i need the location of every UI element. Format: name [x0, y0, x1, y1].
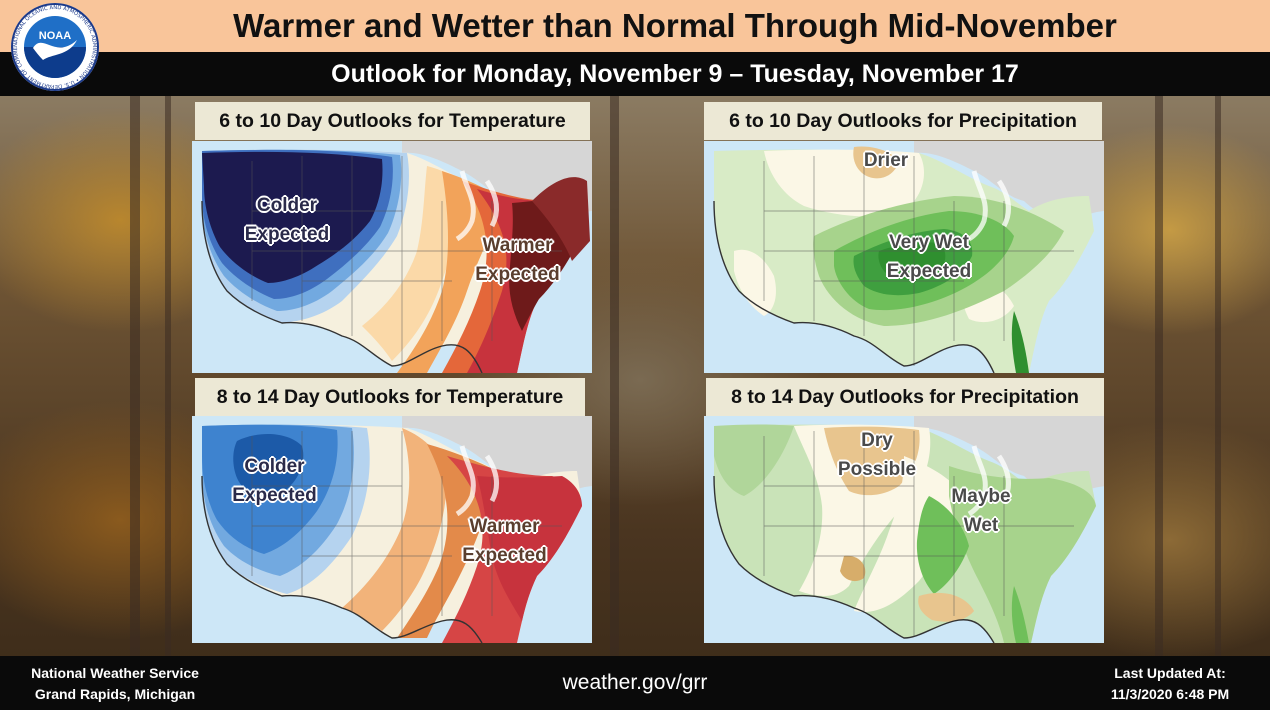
website-link[interactable]: weather.gov/grr	[562, 671, 708, 694]
map-temp-6-10: Colder Expected Warmer Expected	[192, 141, 592, 373]
annotation-warmer: Warmer Expected	[475, 235, 560, 285]
office-name: National Weather Service	[31, 665, 199, 681]
office-location: Grand Rapids, Michigan	[34, 686, 196, 702]
panel-label-temp-8-14: 8 to 14 Day Outlooks for Temperature	[195, 378, 585, 416]
annotation-very-wet: Very Wet Expected	[886, 232, 972, 282]
seagull-icon	[33, 40, 77, 60]
map-precip-6-10: Drier Very Wet Expected	[704, 141, 1104, 373]
page-subtitle: Outlook for Monday, November 9 – Tuesday…	[331, 60, 1019, 88]
map-precip-8-14: Dry Possible Maybe Wet	[704, 416, 1104, 648]
annotation-colder: Colder Expected	[244, 195, 330, 245]
subtitle-bar	[0, 52, 1270, 96]
title-bar	[0, 0, 1270, 52]
tree-trunk	[1155, 96, 1163, 656]
great-lakes	[455, 170, 500, 242]
canada-land	[192, 141, 592, 231]
updated-time: 11/3/2020 6:48 PM	[1110, 686, 1230, 702]
page-title: Warmer and Wetter than Normal Through Mi…	[233, 7, 1117, 44]
map-temp-8-14: Colder Expected Warmer Expected	[192, 416, 592, 648]
annotation-drier: Drier	[863, 150, 909, 171]
tree-trunk	[610, 96, 619, 656]
footer-bar	[0, 656, 1270, 710]
annotation-colder: Colder Expected	[232, 456, 317, 506]
annotation-warmer: Warmer Expected	[462, 516, 547, 566]
office-info: National Weather Service Grand Rapids, M…	[10, 663, 220, 705]
last-updated: Last Updated At: 11/3/2020 6:48 PM	[1080, 663, 1260, 705]
noaa-logo: NATIONAL OCEANIC AND ATMOSPHERIC ADMINIS…	[3, 2, 99, 91]
annotation-dry: Dry Possible	[837, 430, 917, 480]
panel-label-precip-6-10: 6 to 10 Day Outlooks for Precipitation	[704, 102, 1102, 140]
panel-label-temp-6-10: 6 to 10 Day Outlooks for Temperature	[195, 102, 590, 140]
tree-trunk	[165, 96, 171, 656]
logo-text: NOAA	[39, 30, 71, 42]
tree-trunk	[1215, 96, 1221, 656]
tree-trunk	[130, 96, 140, 656]
panel-label-precip-8-14: 8 to 14 Day Outlooks for Precipitation	[706, 378, 1104, 416]
annotation-maybe-wet: Maybe Wet	[951, 486, 1011, 536]
updated-label: Last Updated At:	[1114, 665, 1226, 681]
